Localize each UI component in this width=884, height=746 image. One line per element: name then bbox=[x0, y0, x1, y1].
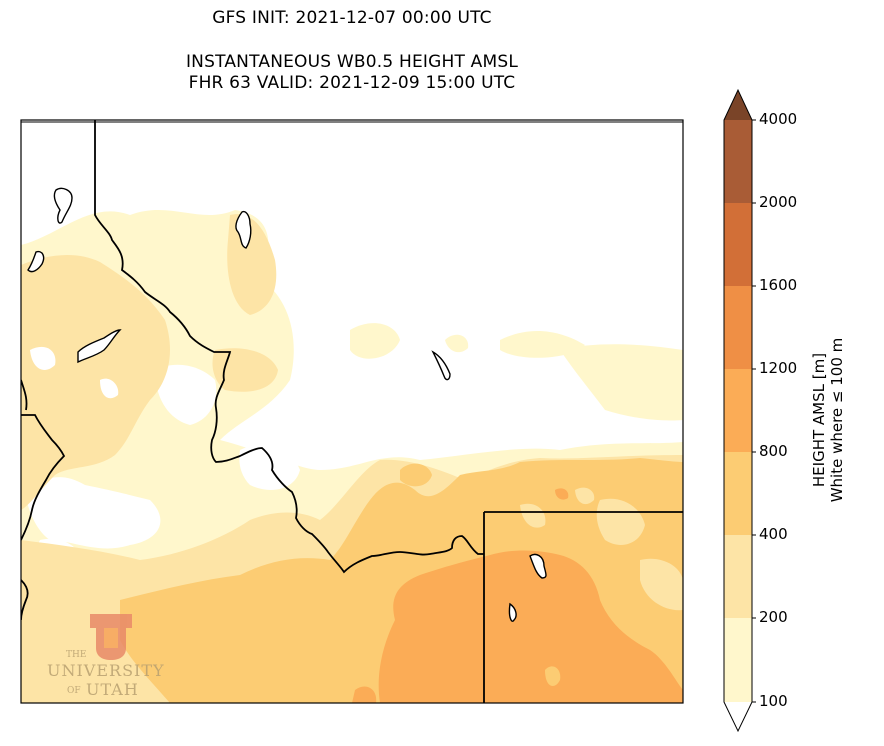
map-panel bbox=[21, 120, 683, 703]
colorbar-label-line1: HEIGHT AMSL [m] bbox=[810, 352, 828, 488]
logo-line3: OF bbox=[67, 686, 81, 696]
colorbar-label: HEIGHT AMSL [m] White where ≤ 100 m bbox=[810, 290, 846, 550]
colorbar-tick-2000: 2000 bbox=[759, 193, 798, 211]
colorbar-extend-bottom bbox=[724, 702, 752, 731]
colorbar-tick-100: 100 bbox=[759, 692, 788, 710]
state-borders bbox=[21, 120, 683, 703]
colorbar-tick-400: 400 bbox=[759, 525, 788, 543]
colorbar-band-100-200 bbox=[724, 618, 752, 702]
colorbar-band-1200-1600 bbox=[724, 286, 752, 369]
colorbar-band-1600-2000 bbox=[724, 203, 752, 286]
title-valid: FHR 63 VALID: 2021-12-09 15:00 UTC bbox=[188, 73, 516, 93]
colorbar-tick-800: 800 bbox=[759, 442, 788, 460]
colorbar-tick-4000: 4000 bbox=[759, 110, 798, 128]
colorbar bbox=[723, 88, 756, 733]
colorbar-tick-200: 200 bbox=[759, 608, 788, 626]
logo-line4: UTAH bbox=[86, 680, 139, 699]
colorbar-band-2000-4000 bbox=[724, 120, 752, 203]
logo-line2: UNIVERSITY bbox=[47, 661, 165, 680]
colorbar-band-400-800 bbox=[724, 452, 752, 535]
map-frame bbox=[20, 119, 684, 704]
logo-line1: THE bbox=[66, 650, 86, 660]
title-init: GFS INIT: 2021-12-07 00:00 UTC bbox=[212, 8, 492, 28]
colorbar-extend-top bbox=[724, 90, 752, 120]
colorbar-band-200-400 bbox=[724, 535, 752, 618]
title-product: INSTANTANEOUS WB0.5 HEIGHT AMSL bbox=[185, 52, 519, 72]
colorbar-label-line2: White where ≤ 100 m bbox=[828, 337, 846, 503]
colorbar-tick-1200: 1200 bbox=[759, 359, 798, 377]
contour-800-1200 bbox=[352, 488, 683, 703]
lakes bbox=[27, 187, 547, 622]
university-logo-text: THE UNIVERSITY OF UTAH bbox=[47, 650, 165, 699]
colorbar-band-800-1200 bbox=[724, 369, 752, 452]
colorbar-tick-1600: 1600 bbox=[759, 276, 798, 294]
university-logo bbox=[90, 614, 132, 660]
